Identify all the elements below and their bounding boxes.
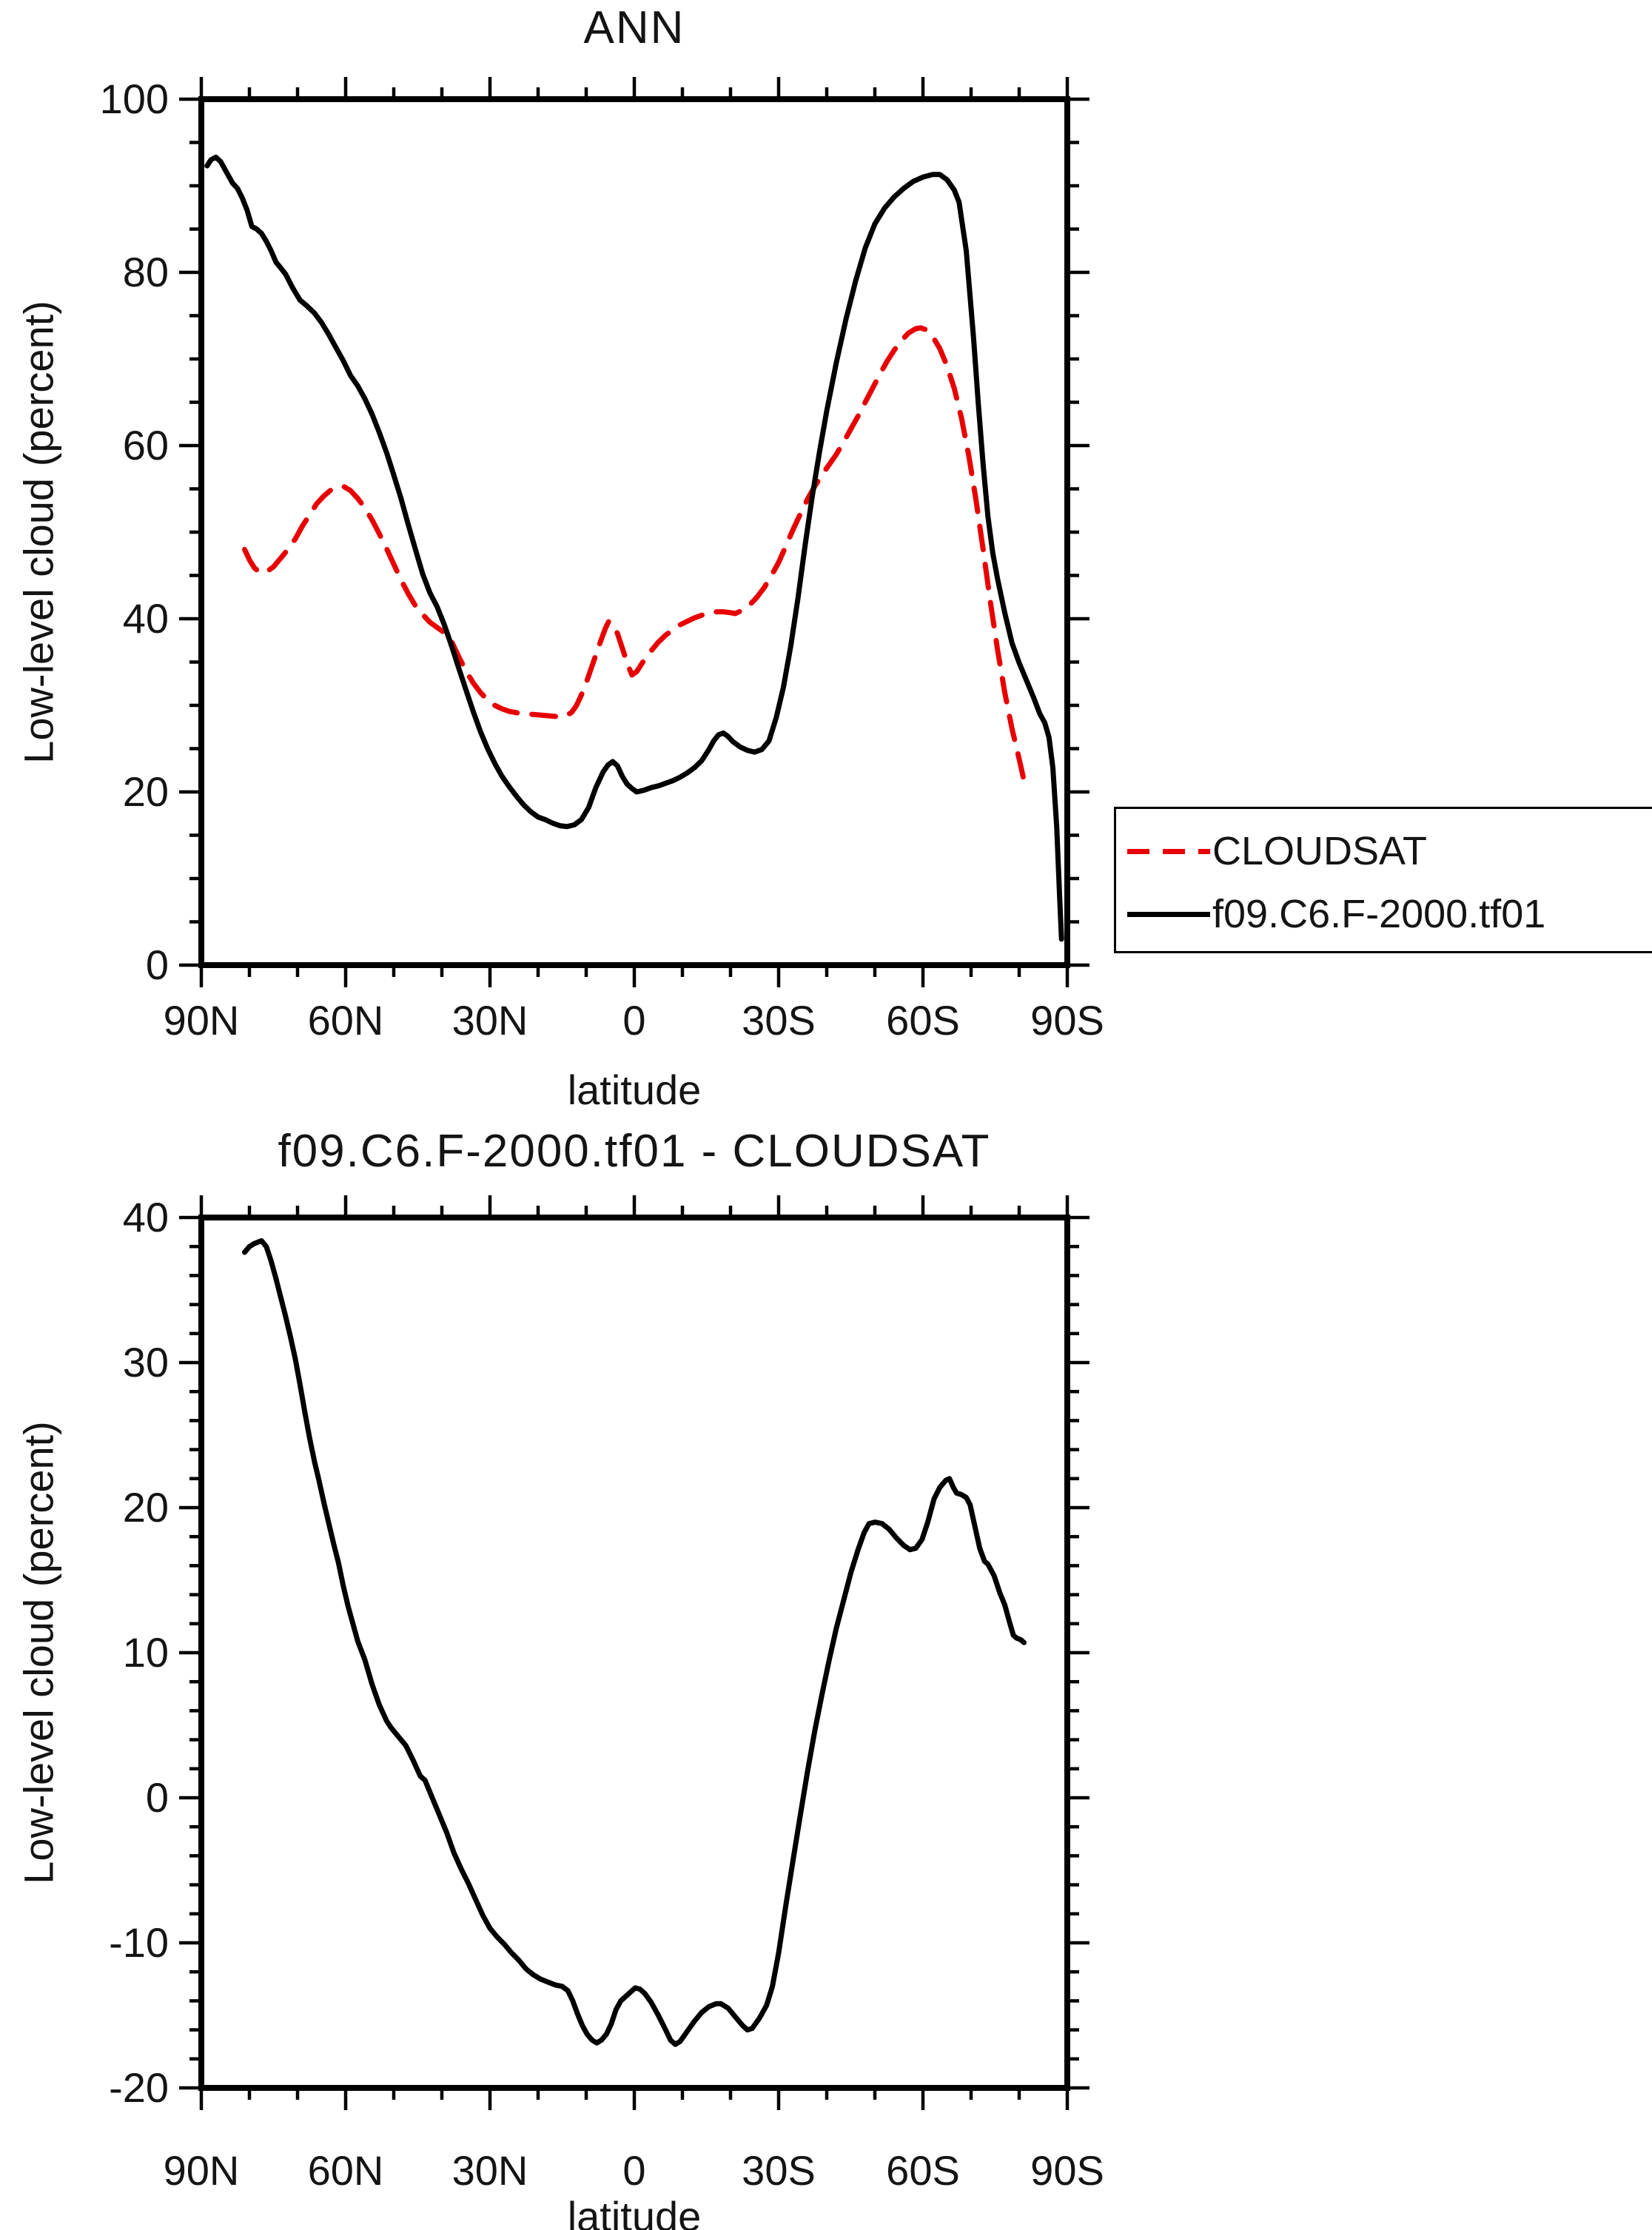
dashed-line-icon (1127, 849, 1210, 854)
y-tick-label: 100 (100, 75, 169, 122)
plot-frame (198, 96, 1070, 968)
y-tick-label: 60 (123, 422, 169, 468)
legend-row-cloudsat: CLOUDSAT (1116, 818, 1652, 884)
top-chart-title: ANN (583, 2, 685, 53)
x-tick-label: 0 (622, 2147, 645, 2194)
y-tick-label: 20 (123, 768, 169, 815)
x-tick-label: 60S (886, 997, 960, 1044)
top-x-axis-label: latitude (567, 1067, 702, 1113)
y-tick-label: -10 (109, 1919, 169, 1966)
y-tick-label: 30 (123, 1339, 169, 1386)
y-tick-label: 80 (123, 249, 169, 295)
legend-label-model: f09.C6.F-2000.tf01 (1212, 892, 1546, 936)
x-tick-label: 90S (1030, 997, 1104, 1044)
x-tick-label: 60N (308, 2147, 384, 2194)
y-tick-label: 0 (146, 1774, 169, 1821)
y-tick-label: 10 (123, 1629, 169, 1676)
legend: CLOUDSAT f09.C6.F-2000.tf01 (1114, 807, 1652, 953)
x-tick-label: 60N (308, 997, 384, 1044)
x-tick-label: 30S (742, 2147, 816, 2194)
y-tick-label: -20 (109, 2064, 169, 2111)
y-tick-label: 0 (146, 941, 169, 988)
solid-line-icon (1127, 912, 1210, 917)
y-tick-label: 40 (123, 1194, 169, 1240)
x-tick-label: 90S (1030, 2147, 1104, 2194)
bottom-x-axis-label: latitude (567, 2193, 702, 2230)
x-tick-label: 30N (452, 997, 528, 1044)
series-f09-c6-f-2000-tf01 (204, 154, 1064, 942)
x-tick-label: 60S (886, 2147, 960, 2194)
x-tick-label: 90N (164, 997, 240, 1044)
x-tick-label: 30N (452, 2147, 528, 2194)
series-f09-c6-f-2000-tf01-cloudsat (242, 1237, 1027, 2047)
legend-row-model: f09.C6.F-2000.tf01 (1116, 881, 1652, 947)
y-tick-label: 20 (123, 1484, 169, 1531)
bottom-chart-title: f09.C6.F-2000.tf01 - CLOUDSAT (278, 1126, 991, 1177)
y-tick-label: 40 (123, 595, 169, 642)
x-tick-label: 0 (622, 997, 645, 1044)
x-tick-label: 30S (742, 997, 816, 1044)
x-tick-label: 90N (164, 2147, 240, 2194)
plot-frame (198, 1215, 1070, 2091)
legend-label-cloudsat: CLOUDSAT (1212, 829, 1428, 873)
series-cloudsat (242, 325, 1027, 784)
